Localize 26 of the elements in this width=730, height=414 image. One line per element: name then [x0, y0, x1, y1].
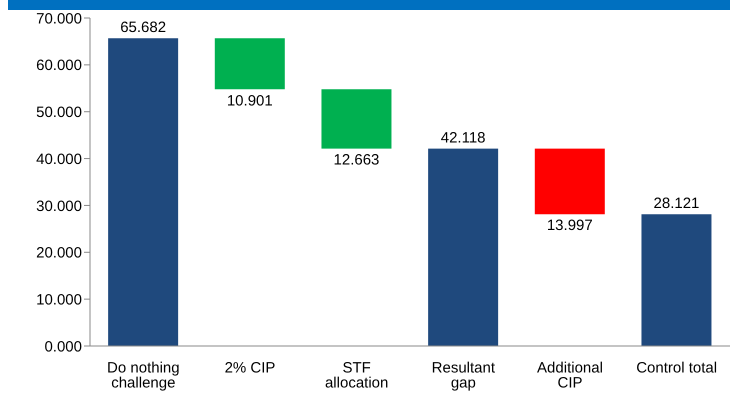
data-label: 28.121	[654, 195, 700, 212]
y-tick-label: 0.000	[44, 338, 82, 356]
x-tick-label: Control total	[636, 360, 718, 377]
y-tick-label: 20.000	[36, 244, 82, 262]
bar	[641, 214, 712, 346]
data-label: 12.663	[334, 152, 380, 169]
data-label: 10.901	[226, 92, 273, 110]
y-tick-label: 10.000	[36, 291, 82, 308]
x-tick-label: Resultant gap	[432, 360, 496, 392]
y-tick-label: 60.000	[36, 57, 82, 74]
data-label: 42.118	[440, 130, 486, 147]
x-tick-label: 2% CIP	[224, 360, 276, 377]
bar	[108, 38, 178, 346]
bar	[534, 148, 605, 214]
x-tick-label: STF allocation	[324, 360, 388, 392]
bar	[321, 89, 392, 149]
y-tick-label: 30.000	[36, 198, 82, 215]
x-tick-label: Do nothing challenge	[107, 360, 180, 392]
x-tick-label: Additional CIP	[537, 360, 603, 392]
y-tick-label: 50.000	[36, 104, 82, 122]
bar	[428, 148, 498, 346]
y-tick-label: 40.000	[36, 150, 82, 168]
data-label: 13.997	[546, 217, 593, 234]
y-tick-label: 70.000	[36, 10, 82, 28]
data-label: 65.682	[120, 19, 166, 36]
bar	[214, 38, 285, 90]
